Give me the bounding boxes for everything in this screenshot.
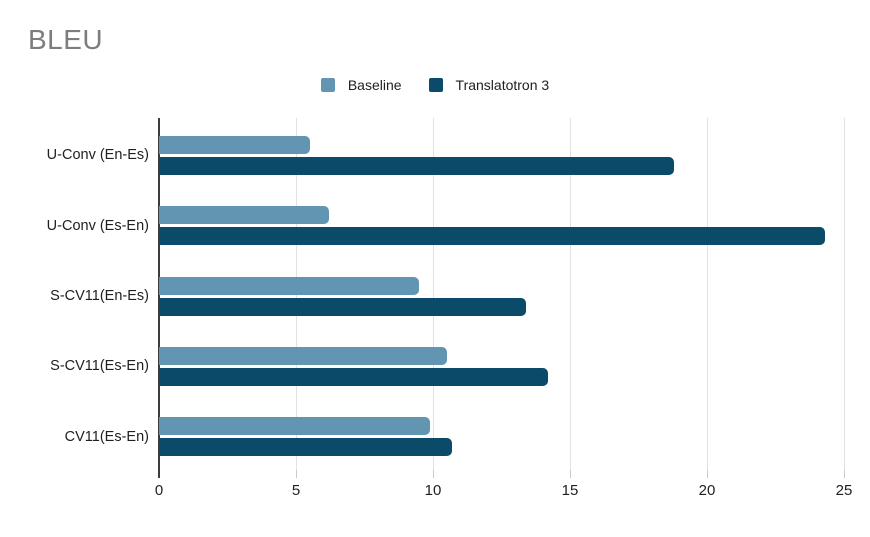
x-tick-label-0: 0 (154, 482, 164, 499)
bar-baseline-s-cv11-es-en (159, 346, 447, 365)
x-tick-label-20: 20 (698, 482, 716, 499)
gridline-25 (844, 118, 845, 470)
category-label: U-Conv (En-Es) (46, 147, 149, 164)
legend-item-translatotron-3: Translatotron 3 (428, 77, 550, 93)
bar-translatotron-3-s-cv11-en-es (159, 297, 527, 316)
x-tick-label-15: 15 (561, 482, 579, 499)
x-tick-label-25: 25 (835, 482, 853, 499)
bar-translatotron-3-s-cv11-es-en (159, 367, 549, 386)
gridline-20 (707, 118, 708, 470)
plot-area: U-Conv (En-Es) U-Conv (Es-En) S-CV11(En-Es… (47, 118, 845, 478)
bar-baseline-s-cv11-en-es (159, 276, 420, 295)
x-tick-mark-0 (158, 470, 160, 478)
x-tick-mark-20 (707, 470, 708, 478)
category-label: U-Conv (Es-En) (46, 217, 149, 234)
bar-group-u-conv-es-en: U-Conv (Es-En) (47, 188, 844, 258)
bar-translatotron-3-cv11-es-en (159, 438, 453, 457)
bar-group-s-cv11-en-es: S-CV11(En-Es) (50, 259, 844, 329)
legend-swatch-baseline (320, 78, 335, 92)
x-tick-mark-15 (570, 470, 571, 478)
chart-legend: Baseline Translatotron 3 (0, 75, 870, 95)
gridline-15 (570, 118, 571, 470)
x-tick-label-10: 10 (424, 482, 442, 499)
bar-group-cv11-es-en: CV11(Es-En) (65, 400, 844, 470)
legend-item-baseline: Baseline (320, 77, 402, 93)
x-tick-mark-10 (433, 470, 434, 478)
bar-baseline-cv11-es-en (159, 417, 431, 436)
x-tick-label-5: 5 (291, 482, 301, 499)
x-tick-mark-5 (296, 470, 297, 478)
bar-group-u-conv-en-es: U-Conv (En-Es) (47, 118, 844, 188)
bar-baseline-u-conv-en-es (159, 135, 310, 154)
category-label: S-CV11(Es-En) (50, 358, 149, 375)
category-label: S-CV11(En-Es) (50, 288, 149, 305)
bar-translatotron-3-u-conv-es-en (159, 227, 825, 246)
bar-translatotron-3-u-conv-en-es (159, 156, 675, 175)
bar-group-s-cv11-es-en: S-CV11(Es-En) (50, 329, 844, 399)
legend-swatch-translatotron-3 (428, 78, 443, 92)
bar-rows: U-Conv (En-Es) U-Conv (Es-En) S-CV11(En-Es… (47, 118, 844, 470)
x-tick-mark-25 (844, 470, 845, 478)
legend-label: Translatotron 3 (455, 77, 550, 93)
gridline-10 (433, 118, 434, 470)
bar-baseline-u-conv-es-en (159, 206, 329, 225)
chart-title: BLEU (28, 24, 104, 55)
legend-label: Baseline (347, 77, 402, 93)
x-axis-tick-labels: 0 5 10 15 20 25 (155, 482, 853, 504)
category-label: CV11(Es-En) (64, 428, 149, 445)
